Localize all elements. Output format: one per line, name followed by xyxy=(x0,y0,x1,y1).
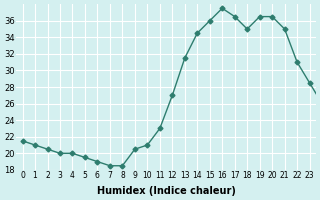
X-axis label: Humidex (Indice chaleur): Humidex (Indice chaleur) xyxy=(97,186,236,196)
